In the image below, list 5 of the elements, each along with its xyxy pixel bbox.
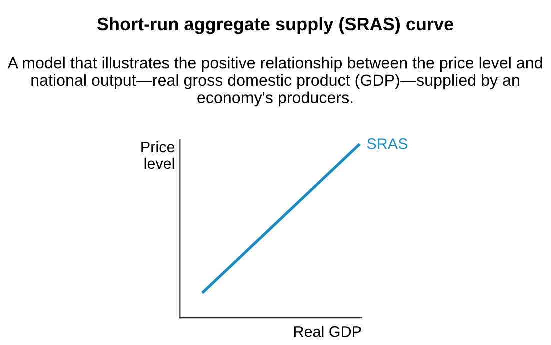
- chart-subtitle: A model that illustrates the positive relationship between the price level and national output—real gross domestic product (GDP)—supplied by an economy's producers.: [8, 56, 542, 107]
- chart-title: Short-run aggregate supply (SRAS) curve: [97, 17, 454, 34]
- x-axis-title: Real GDP: [294, 326, 362, 338]
- y-axis-title: Price level: [142, 141, 175, 170]
- series-label: SRAS: [367, 138, 408, 150]
